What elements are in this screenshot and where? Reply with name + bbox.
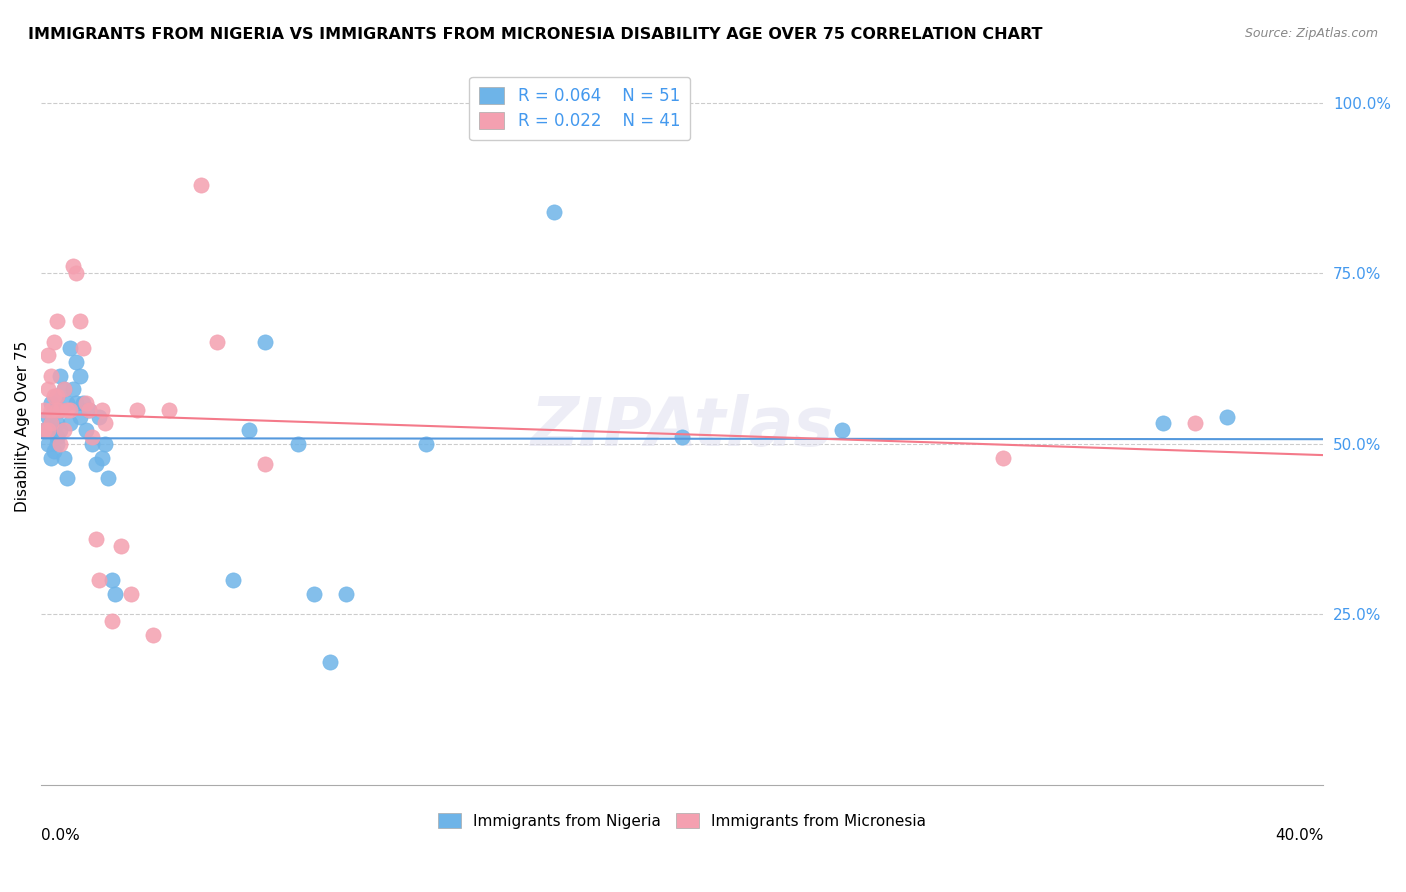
Point — [94, 417, 117, 431]
Point — [52, 423, 75, 437]
Point — [671, 430, 693, 444]
Point — [46, 430, 69, 444]
Point — [254, 458, 277, 472]
Point — [42, 402, 65, 417]
Point — [37, 348, 59, 362]
Point — [91, 402, 114, 417]
Point — [84, 458, 107, 472]
Point — [62, 382, 84, 396]
Point — [157, 402, 180, 417]
Point — [34, 423, 56, 437]
Point — [75, 396, 97, 410]
Point — [72, 342, 94, 356]
Point — [72, 396, 94, 410]
Point — [82, 430, 104, 444]
Point — [100, 615, 122, 629]
Point — [42, 389, 65, 403]
Point — [49, 368, 72, 383]
Point — [254, 334, 277, 349]
Point — [42, 443, 65, 458]
Point — [49, 402, 72, 417]
Point — [37, 409, 59, 424]
Point — [110, 539, 132, 553]
Point — [69, 314, 91, 328]
Point — [82, 437, 104, 451]
Point — [238, 423, 260, 437]
Point — [75, 423, 97, 437]
Point — [34, 423, 56, 437]
Point — [39, 417, 62, 431]
Point — [1184, 417, 1206, 431]
Legend: Immigrants from Nigeria, Immigrants from Micronesia: Immigrants from Nigeria, Immigrants from… — [432, 806, 932, 835]
Point — [302, 587, 325, 601]
Point — [94, 437, 117, 451]
Point — [52, 450, 75, 465]
Point — [142, 628, 165, 642]
Point — [52, 382, 75, 396]
Point — [127, 402, 149, 417]
Point — [207, 334, 229, 349]
Point — [77, 402, 100, 417]
Point — [77, 402, 100, 417]
Point — [42, 334, 65, 349]
Point — [62, 260, 84, 274]
Text: 40.0%: 40.0% — [1275, 828, 1323, 843]
Point — [49, 437, 72, 451]
Point — [543, 204, 565, 219]
Point — [37, 437, 59, 451]
Point — [39, 368, 62, 383]
Point — [84, 533, 107, 547]
Point — [46, 437, 69, 451]
Text: IMMIGRANTS FROM NIGERIA VS IMMIGRANTS FROM MICRONESIA DISABILITY AGE OVER 75 COR: IMMIGRANTS FROM NIGERIA VS IMMIGRANTS FR… — [28, 27, 1043, 42]
Point — [39, 450, 62, 465]
Point — [69, 409, 91, 424]
Point — [87, 574, 110, 588]
Point — [59, 342, 82, 356]
Point — [222, 574, 245, 588]
Text: ZIPAtlas: ZIPAtlas — [530, 393, 834, 459]
Y-axis label: Disability Age Over 75: Disability Age Over 75 — [15, 341, 30, 512]
Point — [39, 417, 62, 431]
Point — [52, 382, 75, 396]
Point — [1152, 417, 1174, 431]
Point — [34, 402, 56, 417]
Point — [65, 355, 87, 369]
Point — [100, 574, 122, 588]
Point — [335, 587, 357, 601]
Point — [120, 587, 142, 601]
Point — [59, 402, 82, 417]
Point — [104, 587, 127, 601]
Point — [46, 389, 69, 403]
Point — [39, 396, 62, 410]
Point — [831, 423, 853, 437]
Point — [1216, 409, 1239, 424]
Point — [97, 471, 120, 485]
Point — [46, 417, 69, 431]
Point — [49, 402, 72, 417]
Point — [55, 471, 77, 485]
Point — [49, 423, 72, 437]
Point — [91, 450, 114, 465]
Text: 0.0%: 0.0% — [41, 828, 80, 843]
Point — [55, 402, 77, 417]
Point — [65, 396, 87, 410]
Point — [190, 178, 212, 192]
Point — [37, 423, 59, 437]
Point — [37, 382, 59, 396]
Point — [318, 655, 340, 669]
Point — [991, 450, 1014, 465]
Point — [287, 437, 309, 451]
Point — [42, 423, 65, 437]
Point — [59, 417, 82, 431]
Point — [46, 389, 69, 403]
Point — [55, 396, 77, 410]
Point — [69, 368, 91, 383]
Point — [39, 402, 62, 417]
Text: Source: ZipAtlas.com: Source: ZipAtlas.com — [1244, 27, 1378, 40]
Point — [87, 409, 110, 424]
Point — [46, 402, 69, 417]
Point — [415, 437, 437, 451]
Point — [46, 314, 69, 328]
Point — [65, 266, 87, 280]
